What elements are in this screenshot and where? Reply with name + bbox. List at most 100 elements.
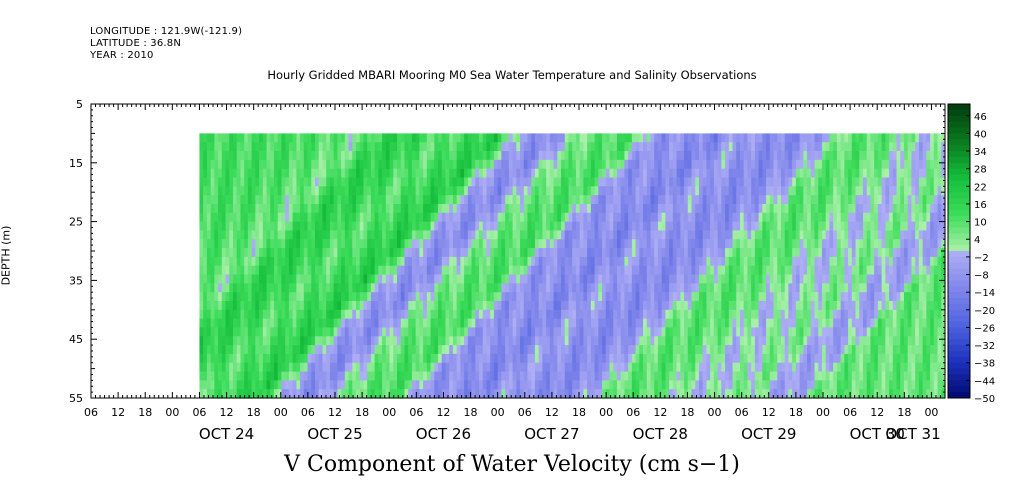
heatmap-cell (523, 177, 529, 187)
heatmap-cell (449, 212, 454, 223)
heatmap-cell (747, 309, 752, 320)
heatmap-cell (810, 389, 816, 399)
heatmap-cell (527, 327, 532, 337)
heatmap-cell (568, 212, 573, 223)
heatmap-cell (397, 168, 402, 179)
heatmap-cell (795, 265, 801, 276)
heatmap-cell (814, 203, 819, 214)
heatmap-cell (292, 133, 297, 143)
heatmap-cell (423, 203, 428, 214)
heatmap-cell (244, 239, 249, 249)
heatmap-cell (441, 239, 447, 249)
heatmap-cell (318, 230, 324, 240)
heatmap-cell (534, 283, 540, 293)
heatmap-cell (434, 318, 439, 329)
heatmap-cell (441, 168, 447, 179)
heatmap-cell (225, 212, 230, 223)
heatmap-cell (367, 248, 372, 258)
heatmap-cell (479, 327, 484, 337)
heatmap-cell (255, 142, 260, 152)
heatmap-cell (780, 318, 786, 329)
heatmap-cell (482, 195, 488, 205)
heatmap-cell (415, 265, 420, 276)
heatmap-cell (587, 248, 592, 258)
heatmap-cell (266, 309, 271, 320)
heatmap-cell (464, 133, 469, 143)
heatmap-cell (698, 256, 704, 267)
heatmap-cell (281, 186, 286, 196)
heatmap-cell (639, 380, 644, 390)
heatmap-cell (736, 221, 741, 232)
heatmap-cell (426, 186, 432, 196)
heatmap-cell (356, 292, 361, 302)
heatmap-cell (564, 318, 570, 329)
heatmap-cell (665, 212, 670, 223)
heatmap-cell (218, 159, 223, 170)
heatmap-cell (441, 133, 447, 143)
heatmap-cell (784, 345, 790, 355)
heatmap-cell (262, 239, 268, 249)
heatmap-cell (225, 248, 230, 258)
heatmap-cell (214, 274, 219, 284)
heatmap-cell (639, 265, 644, 276)
heatmap-cell (680, 221, 685, 232)
heatmap-cell (464, 389, 469, 399)
heatmap-cell (553, 371, 558, 381)
heatmap-cell (218, 371, 223, 381)
heatmap-cell (456, 309, 461, 320)
heatmap-cell (598, 230, 603, 240)
heatmap-cell (296, 256, 301, 267)
heatmap-cell (452, 353, 458, 364)
heatmap-cell (661, 151, 667, 161)
heatmap-cell (732, 362, 737, 373)
heatmap-cell (341, 345, 346, 355)
heatmap-cell (788, 274, 793, 284)
heatmap-cell (479, 362, 484, 373)
heatmap-cell (374, 283, 379, 293)
heatmap-cell (274, 221, 279, 232)
heatmap-cell (751, 239, 756, 249)
heatmap-cell (493, 389, 499, 399)
heatmap-cell (650, 186, 655, 196)
heatmap-cell (411, 327, 417, 337)
heatmap-cell (751, 362, 756, 373)
heatmap-cell (728, 239, 734, 249)
heatmap-cell (676, 133, 681, 143)
heatmap-cell (792, 212, 797, 223)
heatmap-cell (382, 371, 387, 381)
heatmap-cell (344, 353, 350, 364)
heatmap-cell (657, 203, 663, 214)
heatmap-cell (818, 151, 823, 161)
heatmap-cell (430, 389, 435, 399)
heatmap-cell (624, 248, 629, 258)
heatmap-cell (799, 265, 804, 276)
heatmap-cell (572, 195, 577, 205)
heatmap-cell (206, 318, 212, 329)
heatmap-cell (438, 318, 443, 329)
heatmap-cell (326, 380, 331, 390)
heatmap-cell (758, 151, 763, 161)
heatmap-cell (326, 353, 331, 364)
heatmap-cell (315, 221, 320, 232)
heatmap-cell (546, 318, 551, 329)
heatmap-cell (389, 292, 394, 302)
heatmap-cell (382, 380, 387, 390)
heatmap-cell (337, 256, 342, 267)
heatmap-cell (441, 309, 447, 320)
heatmap-cell (680, 142, 685, 152)
heatmap-cell (288, 362, 294, 373)
heatmap-cell (669, 292, 674, 302)
heatmap-cell (206, 186, 212, 196)
heatmap-cell (814, 345, 819, 355)
heatmap-cell (766, 256, 771, 267)
heatmap-cell (717, 371, 722, 381)
heatmap-cell (236, 239, 242, 249)
heatmap-cell (639, 283, 644, 293)
heatmap-cell (520, 168, 525, 179)
heatmap-cell (602, 292, 607, 302)
heatmap-cell (643, 327, 648, 337)
heatmap-cell (590, 292, 596, 302)
heatmap-cell (262, 283, 268, 293)
heatmap-cell (777, 195, 782, 205)
heatmap-cell (549, 336, 555, 346)
